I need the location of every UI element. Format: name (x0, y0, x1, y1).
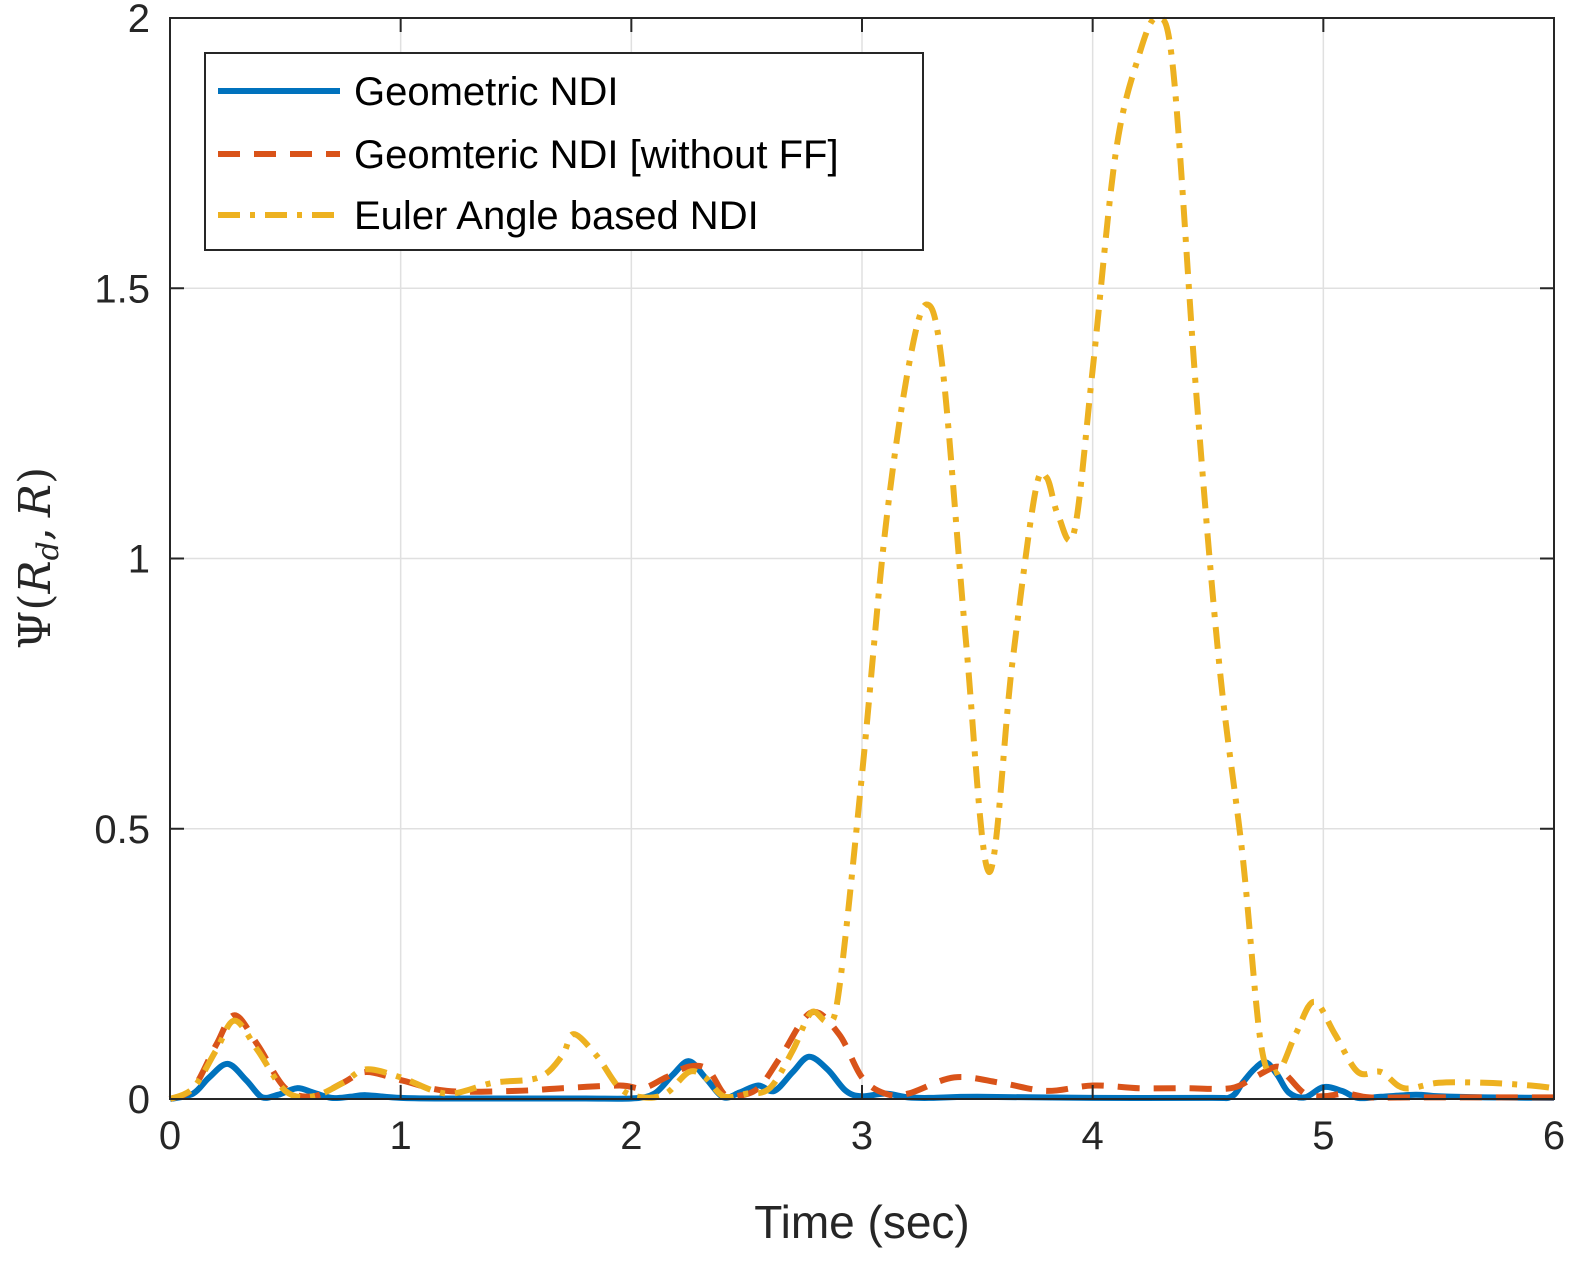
y-tick-label: 0.5 (94, 808, 150, 852)
y-tick-label: 1 (128, 538, 150, 582)
legend: Geometric NDI Geomteric NDI [without FF]… (204, 52, 924, 251)
y-axis-title: Ψ(Rd,R) (10, 467, 66, 649)
y-tick-label: 1.5 (94, 267, 150, 311)
x-tick-label: 1 (390, 1114, 412, 1158)
y-axis-title-r2: R (10, 484, 61, 518)
legend-label-euler-ndi: Euler Angle based NDI (354, 194, 759, 238)
x-tick-label: 2 (620, 1114, 642, 1158)
grid (170, 18, 1554, 1099)
x-tick-label: 5 (1312, 1114, 1334, 1158)
series-euler-angle-ndi-line (168, 14, 1555, 1102)
series-geometric-ndi-line (169, 1053, 1555, 1102)
y-axis-title-open: ( (10, 593, 61, 610)
y-axis-title-r: R (10, 560, 61, 594)
x-tick-label: 0 (159, 1114, 181, 1158)
y-tick-label: 2 (128, 0, 150, 41)
legend-label-geometric-ndi: Geometric NDI (354, 70, 619, 114)
x-axis-title: Time (sec) (754, 1196, 970, 1248)
y-tick-label: 0 (128, 1078, 150, 1122)
legend-label-without-ff: Geomteric NDI [without FF] (354, 133, 839, 177)
svg-text:Ψ(Rd,R): Ψ(Rd,R) (10, 467, 66, 649)
series-group (168, 14, 1555, 1102)
ticks: 0 1 2 3 4 5 6 0 0.5 1 1.5 2 (94, 0, 1565, 1158)
x-tick-label: 6 (1543, 1114, 1565, 1158)
y-axis-title-psi: Ψ (10, 611, 61, 650)
x-tick-label: 4 (1082, 1114, 1104, 1158)
y-axis-title-close: ) (10, 467, 61, 484)
y-axis-title-comma: , (10, 527, 61, 541)
x-tick-label: 3 (851, 1114, 873, 1158)
y-axis-title-sub: d (31, 541, 66, 560)
